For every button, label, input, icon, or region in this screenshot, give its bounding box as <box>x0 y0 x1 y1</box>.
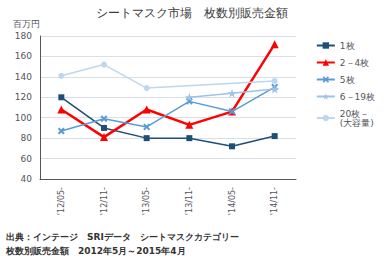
svg-text:5枚: 5枚 <box>340 75 355 85</box>
svg-text:(大容量): (大容量) <box>340 118 374 128</box>
svg-text:'12/11-: '12/11- <box>100 187 109 215</box>
svg-text:20枚－: 20枚－ <box>339 108 370 119</box>
svg-text:160: 160 <box>15 51 32 61</box>
svg-text:2－4枚: 2－4枚 <box>340 58 369 68</box>
svg-text:'14/11-: '14/11- <box>270 187 279 215</box>
svg-text:180: 180 <box>15 31 32 41</box>
svg-text:百万円: 百万円 <box>13 19 40 29</box>
svg-text:シートマスク市場 枚数別販売金額: シートマスク市場 枚数別販売金額 <box>96 6 288 20</box>
svg-text:枚数別販売金額 2012年5月～2015年4月: 枚数別販売金額 2012年5月～2015年4月 <box>5 246 186 256</box>
svg-text:40: 40 <box>21 174 33 184</box>
svg-text:1枚: 1枚 <box>340 41 355 51</box>
svg-text:'13/05-: '13/05- <box>142 187 151 215</box>
svg-text:100: 100 <box>15 113 32 123</box>
svg-text:6－19枚: 6－19枚 <box>340 92 375 102</box>
svg-text:140: 140 <box>15 72 32 82</box>
svg-text:80: 80 <box>21 133 33 143</box>
svg-text:60: 60 <box>21 154 33 164</box>
svg-text:出典：インテージ SRIデータ シートマスクカテゴリー: 出典：インテージ SRIデータ シートマスクカテゴリー <box>6 232 239 242</box>
svg-text:120: 120 <box>15 92 32 102</box>
svg-text:'14/05-: '14/05- <box>228 187 237 215</box>
svg-text:'13/11-: '13/11- <box>185 187 194 215</box>
svg-text:'12/05-: '12/05- <box>57 187 66 215</box>
